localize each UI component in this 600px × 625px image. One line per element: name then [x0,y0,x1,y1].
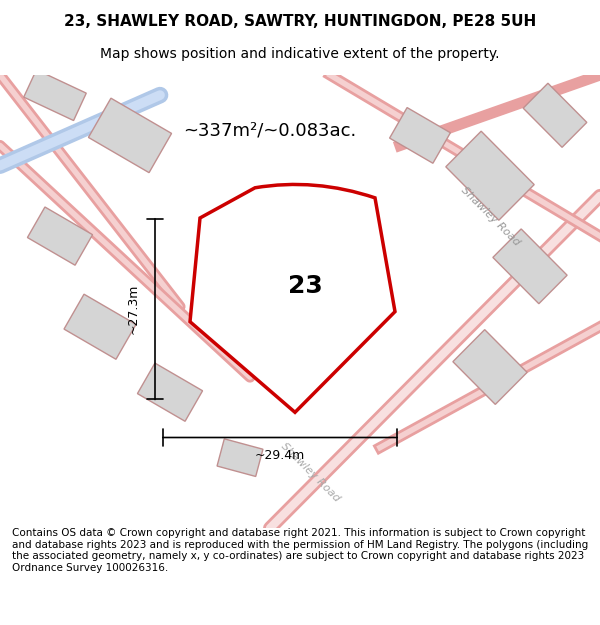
Polygon shape [88,98,172,172]
Polygon shape [389,107,451,163]
Text: Contains OS data © Crown copyright and database right 2021. This information is : Contains OS data © Crown copyright and d… [12,528,588,573]
Text: Shawley Road: Shawley Road [278,441,341,504]
Text: ~29.4m: ~29.4m [255,449,305,462]
Polygon shape [64,294,136,359]
PathPatch shape [190,184,395,412]
Text: 23, SHAWLEY ROAD, SAWTRY, HUNTINGDON, PE28 5UH: 23, SHAWLEY ROAD, SAWTRY, HUNTINGDON, PE… [64,14,536,29]
Text: 23: 23 [287,274,322,299]
Text: Shawley Road: Shawley Road [458,184,521,248]
Polygon shape [217,439,263,476]
Polygon shape [28,207,92,265]
Polygon shape [446,131,534,220]
Polygon shape [523,83,587,148]
Polygon shape [493,229,567,304]
Polygon shape [24,70,86,121]
Text: ~27.3m: ~27.3m [127,284,139,334]
Polygon shape [453,329,527,404]
Text: Map shows position and indicative extent of the property.: Map shows position and indicative extent… [100,47,500,61]
Text: ~337m²/~0.083ac.: ~337m²/~0.083ac. [184,121,356,139]
Polygon shape [137,363,203,421]
